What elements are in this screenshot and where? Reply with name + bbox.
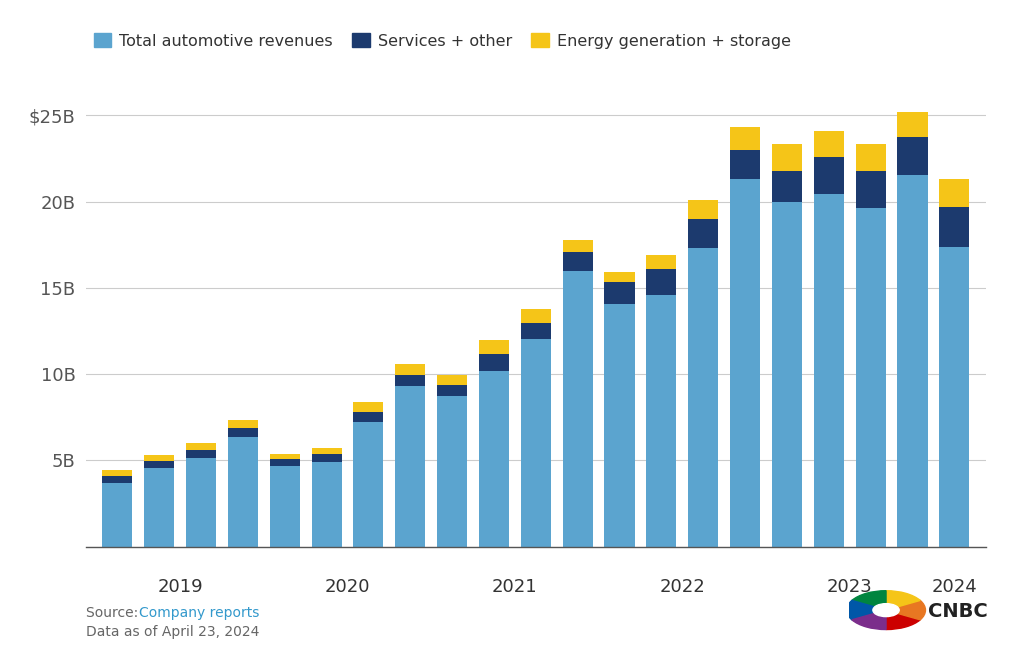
- Bar: [270, 466, 300, 547]
- Bar: [771, 203, 802, 547]
- Bar: [730, 179, 760, 547]
- Text: 2019: 2019: [158, 578, 203, 596]
- Bar: [688, 219, 718, 248]
- Bar: [814, 194, 844, 547]
- Bar: [605, 272, 635, 282]
- Bar: [646, 295, 676, 547]
- Bar: [479, 354, 510, 371]
- Bar: [646, 269, 676, 295]
- Wedge shape: [886, 591, 920, 607]
- Bar: [311, 454, 342, 462]
- Wedge shape: [898, 600, 925, 620]
- Bar: [855, 144, 886, 171]
- Wedge shape: [886, 613, 920, 630]
- Text: CNBC: CNBC: [928, 602, 988, 621]
- Bar: [145, 455, 174, 461]
- Bar: [605, 282, 635, 305]
- Bar: [354, 422, 383, 547]
- Bar: [855, 208, 886, 547]
- Bar: [354, 412, 383, 422]
- Bar: [186, 458, 216, 547]
- Bar: [605, 305, 635, 547]
- Bar: [939, 247, 970, 547]
- Text: Company reports: Company reports: [139, 606, 259, 620]
- Bar: [730, 149, 760, 179]
- Bar: [395, 375, 426, 386]
- Bar: [227, 428, 258, 437]
- Bar: [186, 450, 216, 458]
- Bar: [521, 324, 551, 338]
- Bar: [102, 470, 132, 476]
- Bar: [855, 171, 886, 208]
- Bar: [814, 131, 844, 157]
- Text: 2020: 2020: [325, 578, 370, 596]
- Bar: [939, 179, 970, 207]
- Bar: [270, 459, 300, 466]
- Bar: [898, 137, 927, 175]
- Text: 2024: 2024: [931, 578, 978, 596]
- Bar: [771, 171, 802, 203]
- Bar: [688, 200, 718, 219]
- Bar: [562, 271, 592, 547]
- Bar: [227, 437, 258, 547]
- Wedge shape: [852, 591, 886, 607]
- Bar: [562, 252, 592, 271]
- Bar: [479, 371, 510, 547]
- Text: Data as of April 23, 2024: Data as of April 23, 2024: [86, 625, 259, 639]
- Bar: [186, 443, 216, 450]
- Bar: [102, 476, 132, 483]
- Bar: [898, 113, 927, 137]
- Wedge shape: [846, 600, 875, 620]
- Bar: [646, 255, 676, 269]
- Bar: [145, 461, 174, 468]
- Bar: [939, 207, 970, 247]
- Text: Source:: Source:: [86, 606, 143, 620]
- Bar: [898, 175, 927, 547]
- Bar: [227, 420, 258, 428]
- Bar: [395, 364, 426, 375]
- Legend: Total automotive revenues, Services + other, Energy generation + storage: Total automotive revenues, Services + ot…: [94, 33, 791, 49]
- Bar: [395, 386, 426, 547]
- Bar: [270, 454, 300, 459]
- Bar: [437, 395, 467, 547]
- Text: 2021: 2021: [492, 578, 538, 596]
- Bar: [311, 462, 342, 547]
- Text: 2023: 2023: [827, 578, 872, 596]
- Wedge shape: [852, 613, 886, 630]
- Bar: [311, 448, 342, 454]
- Circle shape: [872, 604, 899, 617]
- Bar: [437, 375, 467, 385]
- Bar: [145, 468, 174, 547]
- Text: 2022: 2022: [659, 578, 706, 596]
- Bar: [102, 483, 132, 547]
- Bar: [437, 385, 467, 395]
- Bar: [730, 127, 760, 149]
- Bar: [479, 340, 510, 354]
- Bar: [562, 239, 592, 252]
- Bar: [688, 248, 718, 547]
- Bar: [521, 309, 551, 324]
- Bar: [354, 402, 383, 412]
- Bar: [771, 144, 802, 171]
- Bar: [521, 338, 551, 547]
- Bar: [814, 157, 844, 194]
